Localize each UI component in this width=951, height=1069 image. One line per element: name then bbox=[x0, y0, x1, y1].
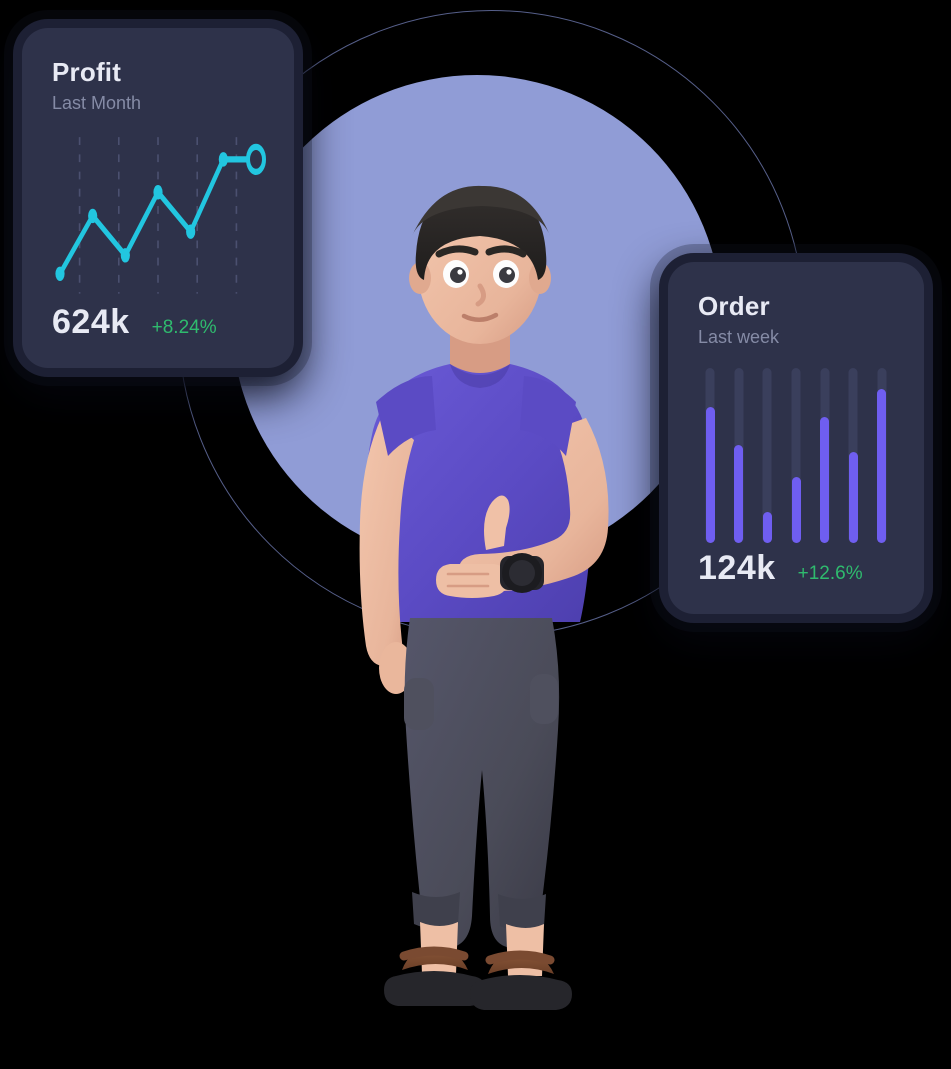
line-chart-gridlines bbox=[78, 137, 238, 294]
profit-delta-badge: +8.24% bbox=[151, 317, 217, 338]
bar-fill bbox=[734, 445, 744, 543]
bar-track bbox=[791, 368, 801, 543]
bar-chart-column[interactable] bbox=[784, 368, 809, 543]
bar-chart-column[interactable] bbox=[841, 368, 866, 543]
bar-fill bbox=[877, 389, 887, 543]
order-card[interactable]: Order Last week 124k +12.6% bbox=[668, 262, 924, 614]
order-card-footer: 124k +12.6% bbox=[698, 549, 894, 588]
profit-card[interactable]: Profit Last Month 624k +8.24% bbox=[22, 28, 294, 368]
profit-line-chart[interactable] bbox=[52, 134, 266, 297]
order-card-title: Order bbox=[698, 291, 770, 321]
profit-value: 624k bbox=[52, 303, 130, 341]
bar-chart-column[interactable] bbox=[698, 368, 723, 543]
character-illustration bbox=[300, 150, 660, 1060]
profit-card-subtitle: Last Month bbox=[52, 92, 142, 113]
bar-chart-canvas bbox=[698, 368, 894, 543]
profit-card-inner: Profit Last Month 624k +8.24% bbox=[22, 28, 294, 368]
order-card-subtitle: Last week bbox=[698, 326, 780, 347]
line-chart-marker bbox=[55, 266, 65, 282]
profit-card-title: Profit bbox=[52, 57, 122, 87]
order-value: 124k bbox=[698, 549, 776, 587]
bar-fill bbox=[848, 452, 858, 543]
order-card-inner: Order Last week 124k +12.6% bbox=[668, 262, 924, 614]
line-chart-svg bbox=[55, 137, 266, 294]
line-chart-marker-highlight bbox=[246, 143, 266, 176]
bar-fill bbox=[705, 406, 715, 543]
order-delta-badge: +12.6% bbox=[797, 563, 863, 584]
bar-fill bbox=[820, 417, 830, 543]
bar-chart-column[interactable] bbox=[812, 368, 837, 543]
line-chart-marker bbox=[186, 224, 196, 240]
line-chart-canvas bbox=[52, 134, 266, 297]
bar-track bbox=[762, 368, 772, 543]
bar-chart-column[interactable] bbox=[727, 368, 752, 543]
bar-chart-column[interactable] bbox=[755, 368, 780, 543]
profit-card-footer: 624k +8.24% bbox=[52, 303, 264, 342]
line-chart-marker bbox=[120, 248, 130, 263]
bar-fill bbox=[791, 476, 801, 543]
bar-chart-column[interactable] bbox=[869, 368, 894, 543]
line-chart-markers bbox=[55, 143, 266, 282]
line-chart-marker bbox=[88, 208, 98, 224]
line-chart-marker bbox=[153, 185, 163, 200]
order-bar-chart[interactable] bbox=[698, 368, 894, 543]
bar-fill bbox=[762, 511, 772, 543]
line-chart-marker bbox=[218, 152, 228, 167]
